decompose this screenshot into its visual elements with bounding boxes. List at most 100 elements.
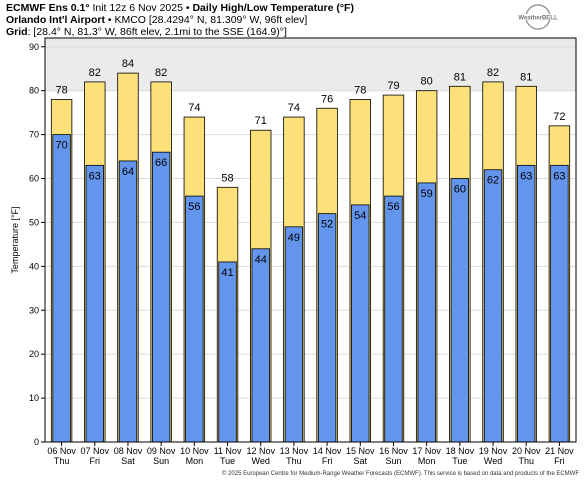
y-tick-label: 70 bbox=[29, 130, 39, 140]
high-value-label: 82 bbox=[155, 67, 167, 79]
x-tick-weekday: Sat bbox=[354, 456, 368, 466]
low-bar bbox=[550, 164, 569, 443]
y-tick-label: 50 bbox=[29, 217, 39, 227]
x-tick-weekday: Thu bbox=[54, 456, 70, 466]
x-tick-date: 17 Nov bbox=[412, 446, 441, 456]
chart-header: ECMWF Ens 0.1° Init 12z 6 Nov 2025 • Dai… bbox=[6, 2, 516, 38]
high-value-label: 82 bbox=[89, 67, 101, 79]
low-bar bbox=[284, 226, 304, 443]
low-value-label: 64 bbox=[122, 166, 134, 178]
x-tick-weekday: Fri bbox=[322, 456, 333, 466]
low-bar bbox=[351, 204, 370, 443]
y-tick-label: 80 bbox=[29, 86, 39, 96]
low-value-label: 60 bbox=[454, 184, 466, 196]
x-tick-date: 18 Nov bbox=[446, 446, 475, 456]
x-tick-weekday: Sun bbox=[153, 456, 169, 466]
high-value-label: 78 bbox=[55, 84, 67, 96]
grid-info: : [28.4° N, 81.3° W, 86ft elev, 2.1mi to… bbox=[27, 26, 287, 38]
model-name: ECMWF Ens 0.1° bbox=[6, 2, 90, 14]
low-bar bbox=[483, 169, 503, 443]
x-tick-date: 12 Nov bbox=[246, 446, 275, 456]
high-value-label: 84 bbox=[122, 58, 134, 70]
low-value-label: 63 bbox=[89, 170, 101, 182]
x-tick-weekday: Sun bbox=[385, 456, 401, 466]
low-bar bbox=[417, 182, 436, 443]
x-tick-weekday: Tue bbox=[220, 456, 235, 466]
high-value-label: 82 bbox=[487, 67, 499, 79]
low-value-label: 41 bbox=[221, 267, 233, 279]
low-value-label: 49 bbox=[288, 232, 300, 244]
x-tick-date: 13 Nov bbox=[280, 446, 309, 456]
x-tick-weekday: Thu bbox=[286, 456, 302, 466]
high-value-label: 74 bbox=[188, 102, 200, 114]
low-value-label: 52 bbox=[321, 219, 333, 231]
x-tick-date: 20 Nov bbox=[512, 446, 541, 456]
logo-text: WeatherBELL bbox=[518, 16, 558, 22]
high-value-label: 81 bbox=[454, 71, 466, 83]
low-bar bbox=[450, 178, 470, 443]
copyright-notice: © 2025 European Centre for Medium-Range … bbox=[221, 471, 579, 477]
high-value-label: 76 bbox=[321, 93, 333, 105]
low-value-label: 44 bbox=[255, 254, 267, 266]
low-value-label: 56 bbox=[387, 201, 399, 213]
x-tick-weekday: Tue bbox=[452, 456, 467, 466]
low-bar bbox=[517, 164, 536, 443]
high-value-label: 71 bbox=[255, 115, 267, 127]
y-tick-label: 30 bbox=[29, 305, 39, 315]
low-bar bbox=[85, 164, 104, 443]
x-tick-date: 11 Nov bbox=[214, 446, 242, 456]
header-line-2: Orlando Int'l Airport • KMCO [28.4294° N… bbox=[6, 14, 516, 26]
low-value-label: 66 bbox=[155, 157, 167, 169]
x-tick-weekday: Fri bbox=[90, 456, 101, 466]
x-tick-weekday: Fri bbox=[554, 456, 565, 466]
low-value-label: 63 bbox=[520, 170, 532, 182]
x-tick-date: 10 Nov bbox=[180, 446, 209, 456]
low-value-label: 62 bbox=[487, 175, 499, 187]
header-line-1: ECMWF Ens 0.1° Init 12z 6 Nov 2025 • Dai… bbox=[6, 2, 516, 14]
station-name: Orlando Int'l Airport bbox=[6, 14, 105, 26]
low-bar bbox=[218, 261, 237, 443]
y-tick-label: 10 bbox=[29, 393, 39, 403]
bell-logo-icon: WeatherBELL bbox=[516, 4, 560, 30]
x-tick-date: 21 Nov bbox=[545, 446, 574, 456]
low-bar bbox=[317, 213, 337, 443]
x-tick-weekday: Wed bbox=[252, 456, 270, 466]
x-tick-date: 19 Nov bbox=[479, 446, 508, 456]
x-tick-weekday: Mon bbox=[418, 456, 436, 466]
low-bar bbox=[118, 160, 138, 443]
y-tick-label: 20 bbox=[29, 349, 39, 359]
low-bar bbox=[185, 195, 204, 443]
x-tick-weekday: Thu bbox=[518, 456, 534, 466]
high-value-label: 78 bbox=[354, 84, 366, 96]
low-value-label: 63 bbox=[553, 170, 565, 182]
low-value-label: 54 bbox=[354, 210, 366, 222]
high-value-label: 74 bbox=[288, 102, 300, 114]
y-axis-label: Temperature [°F] bbox=[10, 206, 20, 273]
low-value-label: 59 bbox=[421, 188, 433, 200]
low-bar bbox=[384, 195, 403, 443]
low-bar bbox=[52, 134, 71, 443]
station-info: • KMCO [28.4294° N, 81.309° W, 96ft elev… bbox=[104, 14, 308, 26]
low-value-label: 56 bbox=[188, 201, 200, 213]
x-tick-weekday: Wed bbox=[484, 456, 502, 466]
x-tick-date: 15 Nov bbox=[346, 446, 375, 456]
high-value-label: 81 bbox=[520, 71, 532, 83]
x-tick-date: 09 Nov bbox=[147, 446, 176, 456]
high-value-label: 58 bbox=[221, 172, 233, 184]
x-tick-date: 14 Nov bbox=[313, 446, 342, 456]
y-tick-label: 40 bbox=[29, 261, 39, 271]
x-tick-date: 06 Nov bbox=[47, 446, 76, 456]
y-tick-label: 60 bbox=[29, 174, 39, 184]
y-tick-label: 90 bbox=[29, 42, 39, 52]
x-tick-weekday: Sat bbox=[121, 456, 135, 466]
high-value-label: 80 bbox=[421, 76, 433, 88]
low-bar bbox=[251, 248, 270, 443]
chart-title: Daily High/Low Temperature (°F) bbox=[192, 2, 354, 14]
x-tick-date: 08 Nov bbox=[114, 446, 143, 456]
x-tick-weekday: Mon bbox=[186, 456, 204, 466]
plot-frame bbox=[44, 37, 577, 443]
x-tick-date: 07 Nov bbox=[81, 446, 110, 456]
init-time: Init 12z 6 Nov 2025 • bbox=[89, 2, 193, 14]
header-line-3: Grid: [28.4° N, 81.3° W, 86ft elev, 2.1m… bbox=[6, 26, 516, 38]
